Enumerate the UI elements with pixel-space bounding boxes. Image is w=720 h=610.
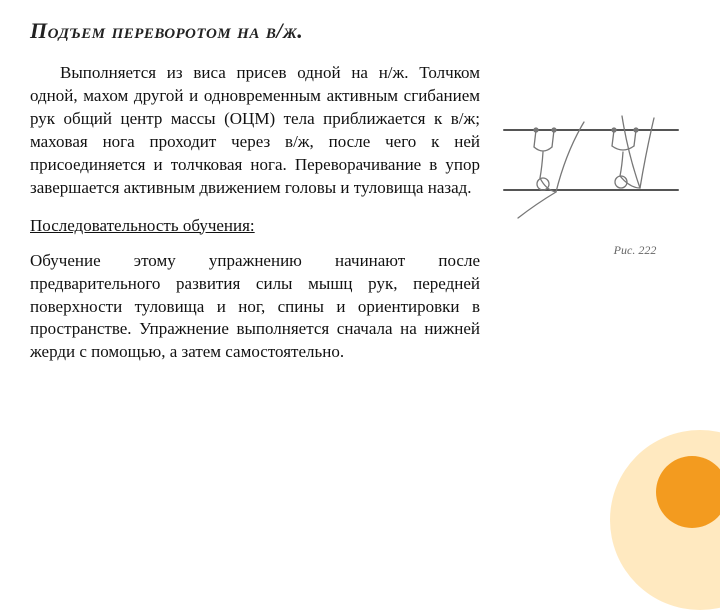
content-row: Выполняется из виса присев одной на н/ж.… [30, 62, 690, 380]
page-title: Подъем переворотом на в/ж. [30, 18, 690, 44]
paragraph-training: Обучение этому упражнению начинают после… [30, 250, 480, 365]
text-column: Выполняется из виса присев одной на н/ж.… [30, 62, 480, 380]
paragraph-description: Выполняется из виса присев одной на н/ж.… [30, 62, 480, 200]
figure-caption: Рис. 222 [580, 243, 690, 258]
decor-circle-inner [656, 456, 720, 528]
slide: Подъем переворотом на в/ж. Выполняется и… [0, 0, 720, 540]
gymnastics-illustration [496, 92, 686, 232]
subheading-sequence: Последовательность обучения: [30, 216, 480, 236]
figure-column: Рис. 222 [490, 62, 690, 380]
